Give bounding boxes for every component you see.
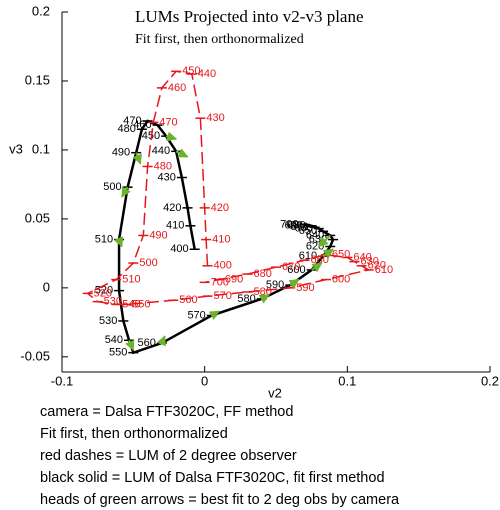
y-tick-label: 0 — [43, 279, 50, 294]
point-label: 590 — [266, 279, 284, 291]
point-label: 700 — [211, 276, 229, 288]
y-tick-label: 0.1 — [32, 141, 50, 156]
green-arrow — [156, 335, 166, 347]
green-arrow — [113, 236, 124, 248]
point-label: 400 — [170, 243, 188, 255]
point-label: 590 — [296, 282, 314, 294]
chart-title: LUMs Projected into v2-v3 plane — [135, 7, 364, 26]
point-label: 470 — [123, 115, 141, 127]
point-label: 520 — [94, 287, 112, 299]
green-arrow — [165, 131, 178, 142]
x-tick-label: 0 — [201, 373, 208, 388]
note: black solid = LUM of Dalsa FTF3020C, fit… — [40, 470, 385, 486]
point-label: 510 — [122, 273, 140, 285]
point-label: 400 — [214, 260, 232, 272]
point-label: 580 — [237, 293, 255, 305]
point-label: 490 — [149, 229, 167, 241]
point-label: 550 — [132, 298, 150, 310]
point-label: 540 — [122, 298, 140, 310]
point-label: 500 — [139, 257, 157, 269]
point-label: 600 — [287, 264, 305, 276]
point-label: 430 — [206, 112, 224, 124]
point-label: 630 — [360, 256, 378, 268]
note: Fit first, then orthonormalized — [40, 426, 228, 442]
chart-subtitle: Fit first, then orthonormalized — [135, 32, 304, 47]
y-tick-label: 0.15 — [25, 72, 50, 87]
x-tick-label: -0.1 — [51, 373, 73, 388]
note: red dashes = LUM of 2 degree observer — [40, 448, 297, 464]
point-label: 690 — [284, 220, 302, 232]
point-label: 680 — [287, 220, 305, 232]
point-label: 670 — [282, 261, 300, 273]
x-axis-label: v2 — [268, 385, 282, 400]
green-arrow — [208, 310, 220, 321]
point-label: 650 — [299, 225, 317, 237]
point-label: 650 — [332, 249, 350, 261]
point-label: 410 — [166, 220, 184, 232]
point-label: 570 — [187, 309, 205, 321]
green-arrow — [322, 248, 334, 259]
y-tick-label: 0.05 — [25, 210, 50, 225]
green-arrow — [311, 262, 323, 273]
point-label: 500 — [103, 181, 121, 193]
point-label: 580 — [253, 286, 271, 298]
point-label: 420 — [211, 202, 229, 214]
point-label: 410 — [212, 233, 230, 245]
point-label: 480 — [118, 123, 136, 135]
point-label: 690 — [225, 273, 243, 285]
point-label: 640 — [353, 251, 371, 263]
point-label: 550 — [109, 347, 127, 359]
point-label: 680 — [253, 268, 271, 280]
y-tick-label: -0.05 — [20, 348, 50, 363]
point-label: 450 — [182, 65, 200, 77]
point-label: 570 — [214, 290, 232, 302]
point-label: 600 — [332, 273, 350, 285]
green-arrow — [125, 339, 135, 351]
green-arrow — [288, 278, 300, 289]
note: camera = Dalsa FTF3020C, FF method — [40, 404, 293, 420]
point-label: 460 — [168, 82, 186, 94]
green-arrow — [318, 234, 331, 248]
point-label: 560 — [138, 337, 156, 349]
note: heads of green arrows = best fit to 2 de… — [40, 492, 400, 508]
point-label: 620 — [368, 260, 386, 272]
y-axis-label: v3 — [9, 141, 23, 156]
point-label: 700 — [280, 218, 298, 230]
green-arrow — [175, 148, 189, 158]
y-tick-label: 0.2 — [32, 3, 50, 18]
point-label: 460 — [133, 119, 151, 131]
green-arrow — [258, 293, 270, 304]
x-tick-label: 0.2 — [481, 373, 499, 388]
green-arrow — [132, 152, 142, 165]
point-label: 610 — [299, 250, 317, 262]
point-label: 490 — [112, 147, 130, 159]
point-label: 540 — [105, 334, 123, 346]
point-label: 440 — [152, 145, 170, 157]
green-arrow — [121, 186, 131, 198]
point-label: 470 — [159, 116, 177, 128]
point-label: 420 — [163, 202, 181, 214]
point-label: 510 — [95, 233, 113, 245]
point-label: 560 — [179, 294, 197, 306]
point-label: 440 — [198, 68, 216, 80]
point-label: 530 — [104, 296, 122, 308]
point-label: 530 — [99, 315, 117, 327]
point-label: 480 — [154, 160, 172, 172]
x-tick-label: 0.1 — [338, 373, 356, 388]
point-label: 430 — [157, 171, 175, 183]
point-label: 610 — [375, 264, 393, 276]
